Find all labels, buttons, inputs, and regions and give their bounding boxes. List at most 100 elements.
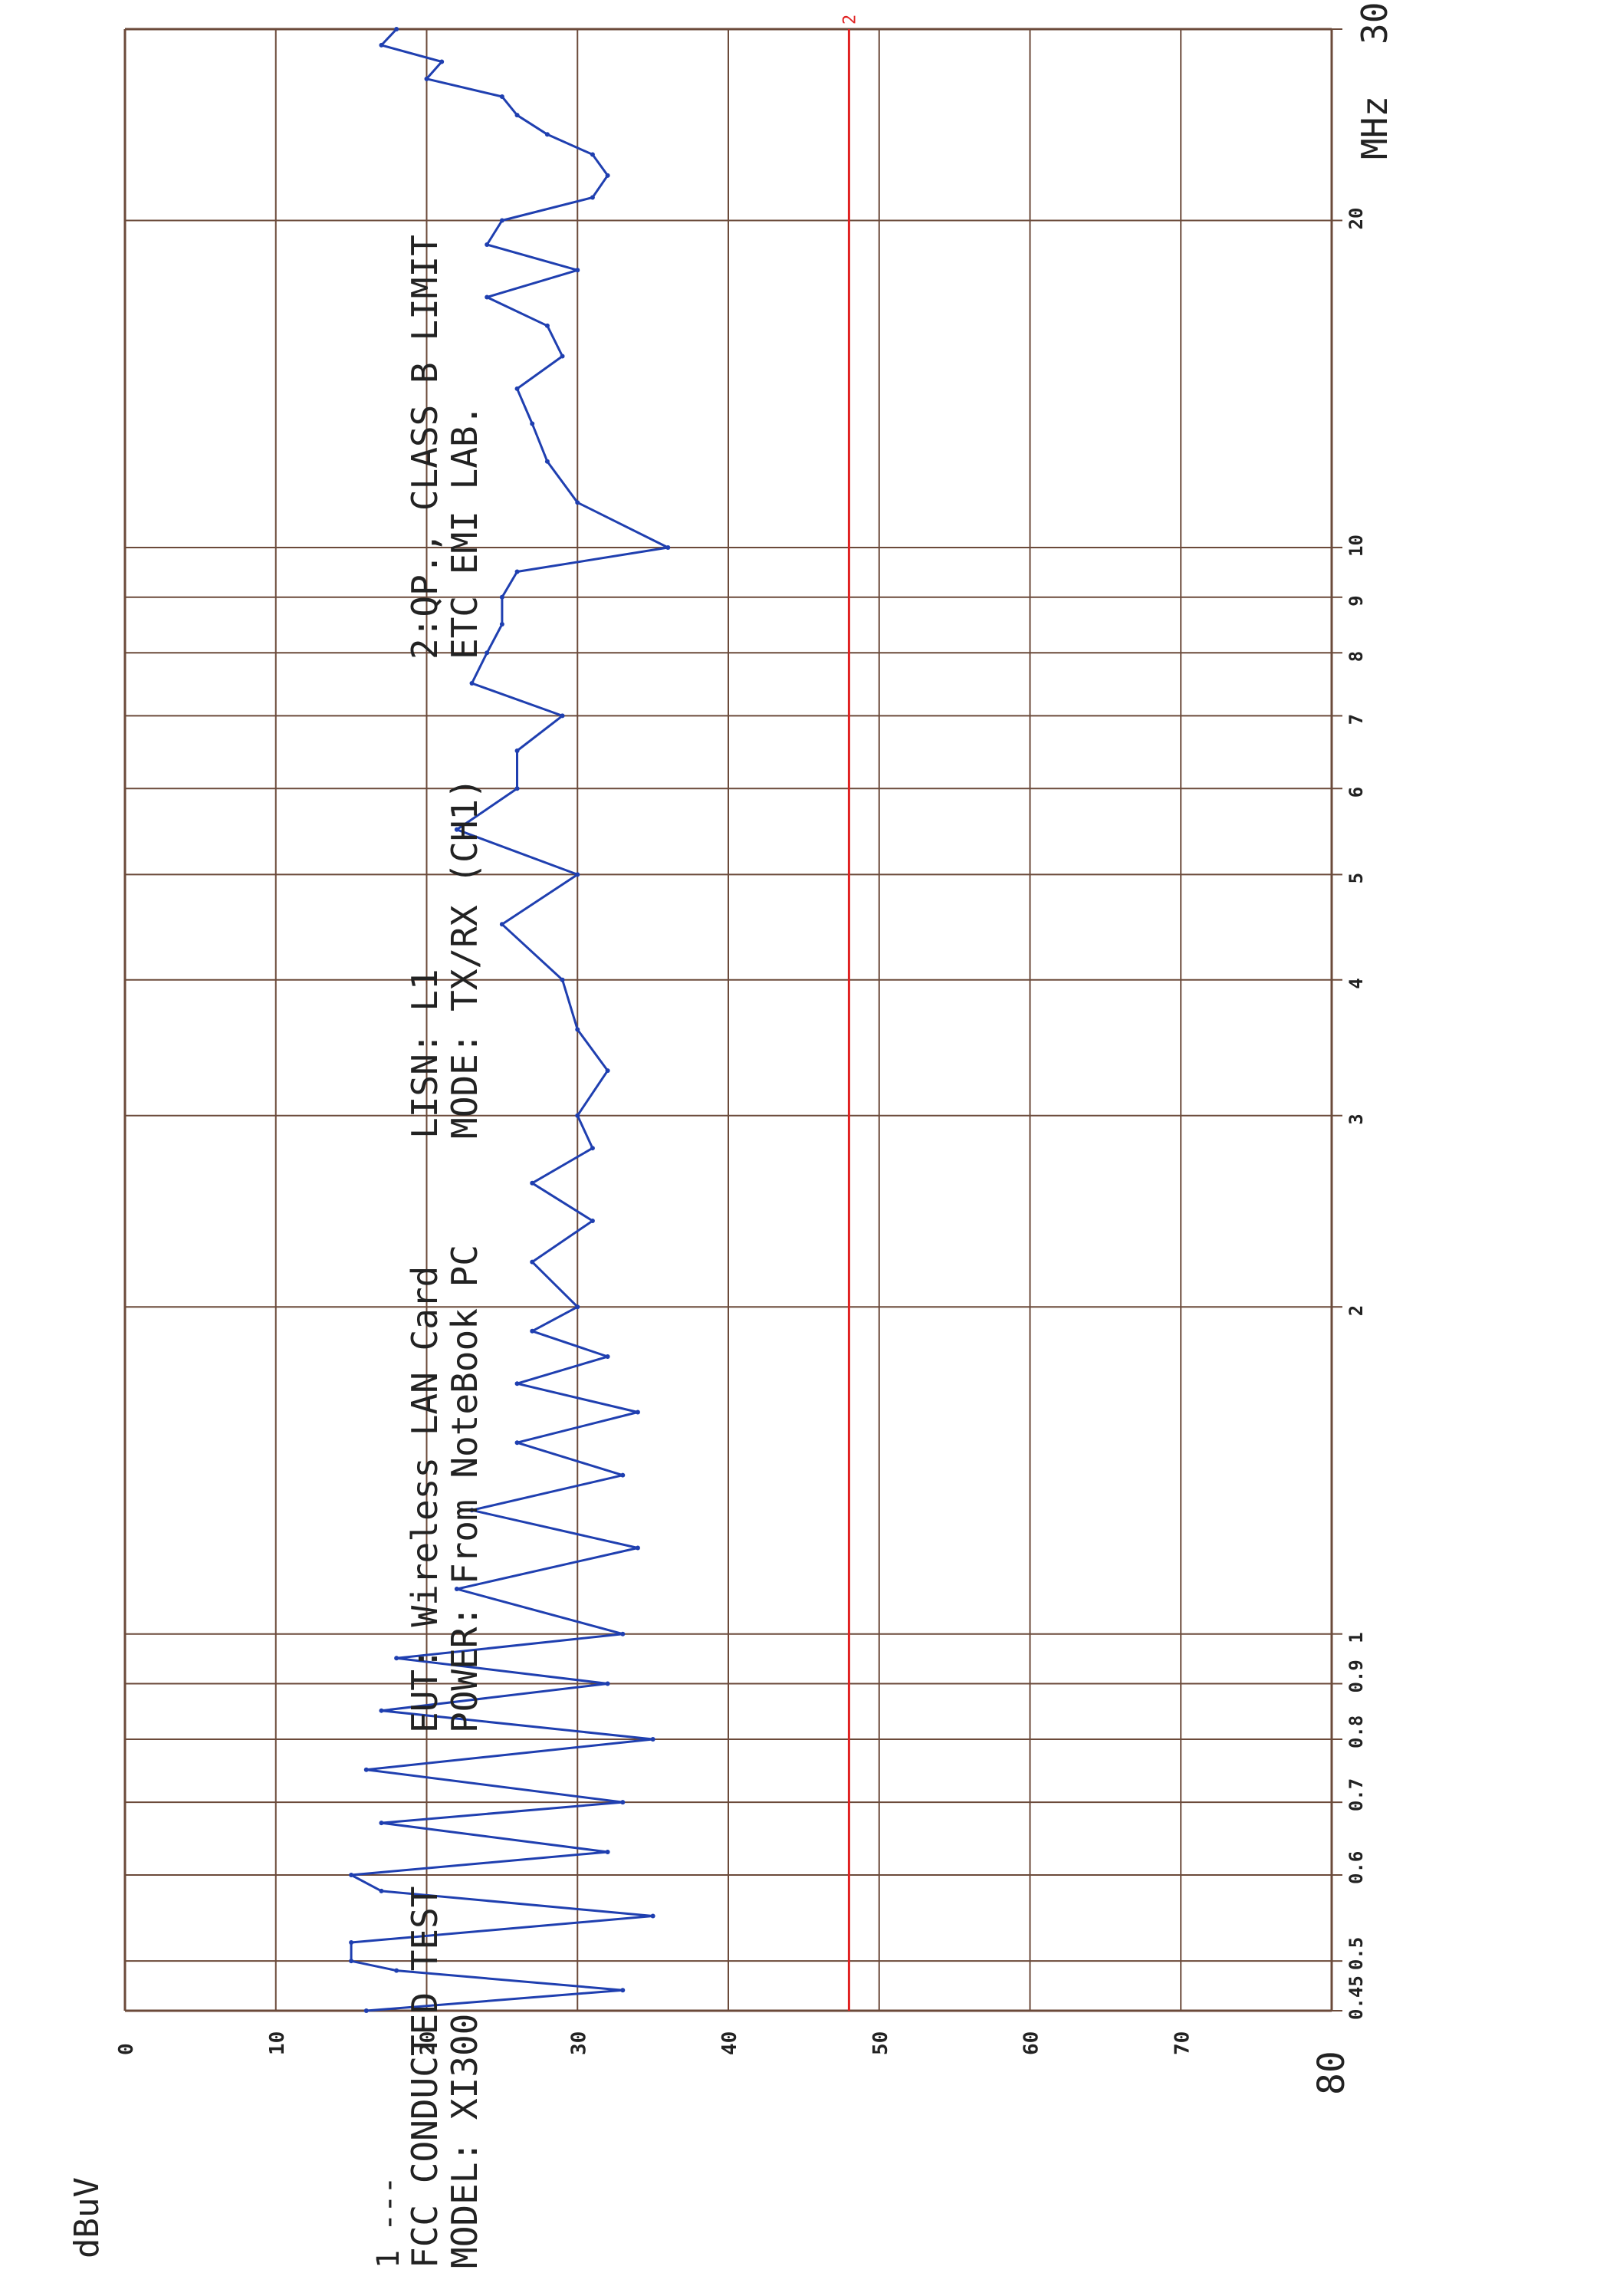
x-tick-label-2: 2 [1345, 1305, 1367, 1316]
info-limit: 2:QP., CLASS B LIMIT [404, 235, 445, 660]
x-tick-label-30: 30 [1354, 2, 1395, 44]
x-tick-label-0.9: 0.9 [1345, 1660, 1367, 1692]
trace-point [665, 544, 671, 550]
x-tick-label-8: 8 [1345, 651, 1367, 662]
trace-point [454, 827, 459, 832]
trace-point [514, 569, 520, 574]
trace-point [575, 1304, 580, 1310]
trace-point [620, 1988, 626, 1993]
trace-point [575, 872, 580, 877]
x-tick-label-3: 3 [1345, 1113, 1367, 1124]
info-test-name: FCC CONDUCTED TEST [404, 1886, 445, 2269]
trace-point [650, 1736, 655, 1742]
x-tick-label-10: 10 [1345, 535, 1367, 557]
trace-point [620, 1631, 626, 1636]
trace-point [530, 1259, 535, 1265]
trace-point [590, 1219, 595, 1224]
trace-point [379, 1708, 384, 1713]
trace-point [424, 76, 429, 81]
x-tick-label-4: 4 [1345, 978, 1367, 988]
trace-point [514, 1381, 520, 1386]
trace-point [349, 1959, 354, 1964]
emission-trace [350, 28, 669, 2012]
trace-point [363, 2008, 369, 2013]
trace-point [514, 386, 520, 391]
info-power: POWER: From NoteBook PC [444, 1245, 485, 1733]
trace-point [575, 500, 580, 505]
trace-point [485, 294, 490, 300]
y-tick-label-20: 20 [417, 2031, 440, 2055]
trace-point [499, 94, 504, 100]
x-tick-label-20: 20 [1345, 208, 1367, 230]
trace-point [590, 1146, 595, 1151]
x-tick-label-0.7: 0.7 [1345, 1778, 1367, 1811]
trace-point [544, 132, 550, 137]
trace-point [560, 713, 565, 719]
trace-point [605, 173, 610, 178]
trace-point [560, 977, 565, 982]
trace-point [514, 1440, 520, 1446]
trace-point [379, 42, 384, 48]
trace-point [485, 650, 490, 656]
trace-point [560, 354, 565, 359]
trace-point [394, 1968, 399, 1973]
trace-point [530, 1180, 535, 1186]
y-axis-label: dBuV [67, 2177, 107, 2258]
x-tick-label-0.8: 0.8 [1345, 1715, 1367, 1748]
trace-point [394, 27, 399, 31]
y-tick-label-50: 50 [869, 2031, 892, 2055]
trace-point [454, 1587, 459, 1592]
trace-point [605, 1849, 610, 1854]
trace-point [499, 922, 504, 927]
x-tick-label-1: 1 [1345, 1632, 1367, 1643]
y-tick-label-10: 10 [266, 2031, 289, 2055]
trace-point [499, 621, 504, 627]
trace-point [605, 1068, 610, 1074]
y-tick-label-40: 40 [718, 2031, 741, 2055]
x-tick-label-0.5: 0.5 [1345, 1937, 1367, 1970]
info-block: 1 --- FCC CONDUCTED TEST MODEL: XI300 EU… [371, 235, 485, 2268]
x-tick-label-5: 5 [1345, 873, 1367, 883]
y-tick-label-70: 70 [1171, 2031, 1194, 2055]
trace-point [530, 421, 535, 426]
info-mode: MODE: TX/RX (CH1) [444, 778, 485, 1139]
trace-point [514, 786, 520, 791]
x-axis-unit-label: MHz [1354, 96, 1395, 160]
trace-point [379, 1821, 384, 1826]
trace-point [439, 59, 445, 64]
trace-point [469, 680, 475, 686]
trace-point [394, 1656, 399, 1661]
x-tick-label-0.6: 0.6 [1345, 1851, 1367, 1884]
trace-point [514, 748, 520, 754]
trace-point [620, 1800, 626, 1805]
trace-point [349, 1940, 354, 1946]
trace-point [379, 1888, 384, 1893]
trace-point [530, 1328, 535, 1334]
x-tick-label-6: 6 [1345, 787, 1367, 798]
trace-point [575, 1113, 580, 1118]
limit-line-marker: 2 [840, 15, 859, 25]
trace-point [499, 218, 504, 223]
y-tick-label-80: 80 [1310, 2051, 1353, 2095]
chart-grid [123, 28, 1342, 2012]
x-tick-label-0.45: 0.45 [1345, 1975, 1367, 2020]
trace-point [499, 594, 504, 600]
trace-point [620, 1472, 626, 1478]
y-tick-label-60: 60 [1020, 2031, 1043, 2055]
trace-point [349, 1872, 354, 1877]
info-lab: ETC EMI LAB. [444, 405, 485, 660]
trace-point [575, 1027, 580, 1032]
info-model: MODEL: XI300 [444, 2014, 485, 2268]
emission-trace-group [349, 27, 671, 2013]
trace-point [605, 1681, 610, 1686]
trace-point [590, 152, 595, 157]
trace-point [650, 1913, 655, 1919]
trace-point [590, 195, 595, 200]
info-lisn: LISN: L1 [404, 969, 445, 1139]
trace-point [635, 1410, 640, 1415]
info-eut: EUT: Wireless LAN Card [404, 1266, 445, 1733]
trace-point [575, 268, 580, 273]
trace-point [469, 1508, 475, 1513]
